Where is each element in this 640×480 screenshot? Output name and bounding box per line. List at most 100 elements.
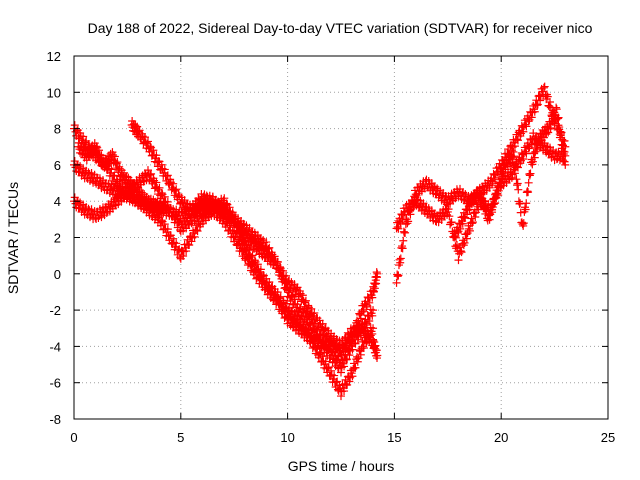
data-point xyxy=(398,244,407,253)
data-point xyxy=(480,197,489,206)
data-point xyxy=(369,324,378,333)
data-point xyxy=(460,238,469,247)
data-point xyxy=(543,92,552,101)
data-point xyxy=(517,218,526,227)
data-point xyxy=(462,234,471,243)
grid xyxy=(74,56,608,419)
data-point xyxy=(372,346,381,355)
y-tick-label: -6 xyxy=(49,376,61,391)
data-point xyxy=(462,230,471,239)
data-point xyxy=(557,140,566,149)
data-point xyxy=(140,133,149,142)
data-point xyxy=(77,142,86,151)
data-point xyxy=(451,242,460,251)
x-tick-label: 5 xyxy=(177,430,184,445)
data-point xyxy=(118,170,127,179)
data-point xyxy=(521,205,530,214)
data-point xyxy=(533,145,542,154)
data-point xyxy=(393,270,402,279)
data-point xyxy=(512,175,521,184)
data-point xyxy=(359,343,368,352)
data-point xyxy=(172,239,181,248)
data-point xyxy=(508,153,517,162)
data-point xyxy=(163,171,172,180)
data-point xyxy=(468,218,477,227)
data-point xyxy=(318,319,327,328)
data-point xyxy=(159,206,168,215)
series-track-5 xyxy=(74,138,168,218)
data-point xyxy=(459,212,468,221)
data-point xyxy=(368,293,377,302)
data-point xyxy=(546,98,555,107)
data-point xyxy=(401,228,410,237)
data-point xyxy=(373,269,382,278)
data-point xyxy=(555,123,564,132)
data-point xyxy=(456,224,465,233)
data-point xyxy=(483,216,492,225)
data-point xyxy=(468,219,477,228)
data-point xyxy=(491,190,500,199)
data-point xyxy=(368,311,377,320)
data-point xyxy=(282,271,291,280)
data-point xyxy=(463,210,472,219)
data-point xyxy=(131,183,140,192)
data-point xyxy=(532,144,541,153)
data-point xyxy=(516,208,525,217)
data-point xyxy=(310,337,319,346)
data-point xyxy=(525,171,534,180)
data-point xyxy=(536,96,545,105)
y-tick-label: 0 xyxy=(54,267,61,282)
data-point xyxy=(554,113,563,122)
x-tick-label: 15 xyxy=(387,430,401,445)
data-point xyxy=(307,304,316,313)
data-point xyxy=(540,82,549,91)
data-point xyxy=(561,151,570,160)
data-point xyxy=(172,185,181,194)
data-point xyxy=(519,219,528,228)
data-point xyxy=(158,201,167,210)
data-point xyxy=(372,279,381,288)
data-point xyxy=(234,235,243,244)
data-point xyxy=(558,141,567,150)
data-point xyxy=(499,169,508,178)
data-point xyxy=(282,308,291,317)
data-point xyxy=(220,194,229,203)
series-track-4 xyxy=(127,116,382,363)
data-point xyxy=(163,225,172,234)
data-point xyxy=(237,240,246,249)
data-point xyxy=(444,205,453,214)
data-point xyxy=(273,293,282,302)
data-point xyxy=(539,83,548,92)
data-point xyxy=(163,197,172,206)
data-point xyxy=(337,368,345,377)
data-point xyxy=(348,345,357,354)
data-point xyxy=(396,258,405,267)
data-point xyxy=(240,246,249,255)
data-point xyxy=(533,137,542,146)
chart-title: Day 188 of 2022, Sidereal Day-to-day VTE… xyxy=(88,20,593,36)
data-point xyxy=(465,205,474,214)
data-point xyxy=(545,102,554,111)
data-point xyxy=(522,199,531,208)
data-point xyxy=(507,173,516,182)
data-point xyxy=(373,351,382,360)
data-point xyxy=(265,283,274,292)
y-tick-label: -4 xyxy=(49,339,61,354)
data-point xyxy=(458,219,467,228)
data-point xyxy=(519,127,528,136)
data-point xyxy=(475,184,484,193)
data-point xyxy=(510,142,519,151)
data-point xyxy=(552,105,561,114)
data-point xyxy=(348,372,357,381)
data-point xyxy=(363,327,372,336)
data-point xyxy=(270,252,279,261)
data-point xyxy=(301,296,310,305)
data-point xyxy=(492,194,501,203)
data-point xyxy=(510,161,519,170)
data-point xyxy=(356,314,365,323)
data-point xyxy=(480,204,489,213)
data-point xyxy=(356,350,365,359)
data-point xyxy=(554,121,563,130)
data-point xyxy=(497,178,506,187)
